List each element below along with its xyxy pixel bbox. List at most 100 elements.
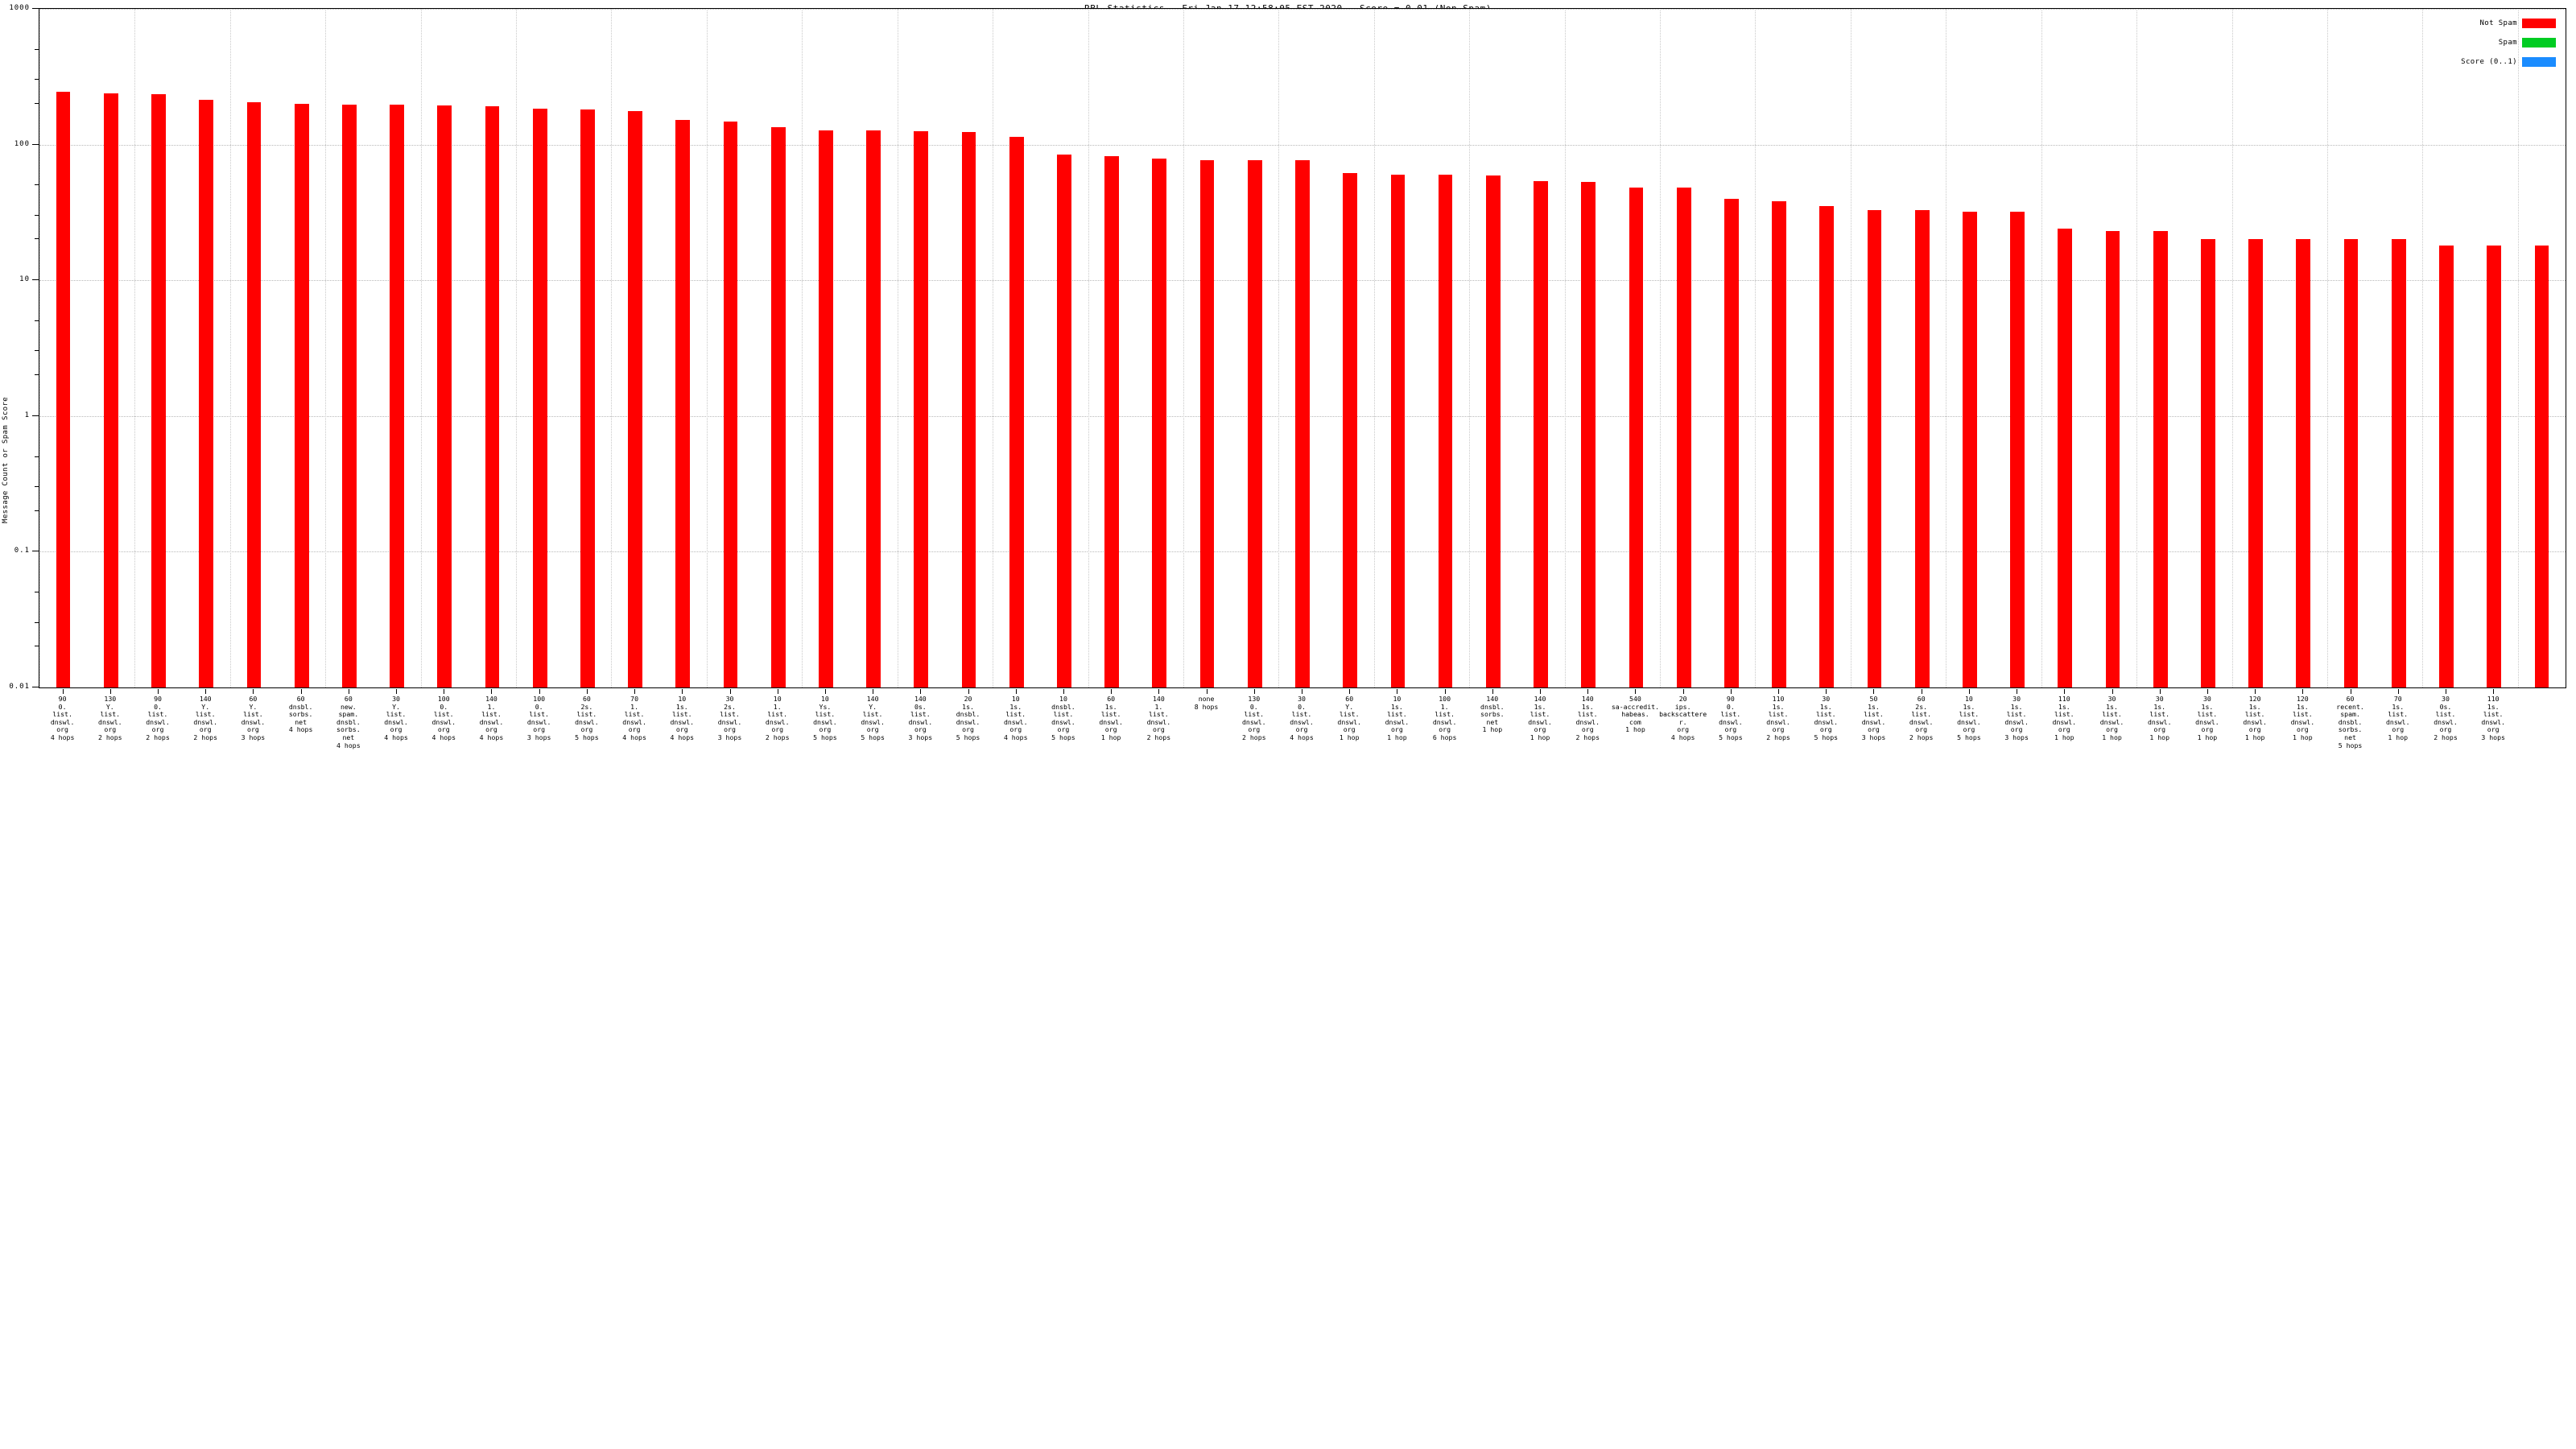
bar [2105,231,2120,687]
x-tick [539,689,540,694]
grid-line-v [1373,9,1375,687]
bar [199,99,214,687]
bar [2201,239,2215,687]
grid-line-h [39,687,2566,688]
x-tick-label: 10 1s. list. dnswl. org 1 hop [1385,695,1410,741]
x-tick-label: 50 1s. list. dnswl. org 3 hops [1861,695,1886,741]
bar [246,102,262,687]
bar [628,111,642,687]
bar [2439,246,2454,687]
legend-swatch-not-spam [2522,19,2556,28]
legend-item-spam: Spam [2499,38,2556,47]
x-tick-label: 70 1. list. dnswl. org 4 hops [622,695,646,741]
x-tick [1778,689,1780,694]
grid-line-v [2517,9,2519,687]
bar [2153,231,2168,687]
x-tick-label: 60 new. spam. dnsbl. sorbs. net 4 hops [336,695,361,749]
x-tick [1444,689,1446,694]
x-tick [729,689,731,694]
x-tick-label: 10 1s. list. dnswl. org 5 hops [1957,695,1981,741]
x-tick [396,689,398,694]
x-tick-label: 120 1s. list. dnswl. org 1 hop [2243,695,2267,741]
y-axis-label: Message Count or Spam Score [2,396,10,523]
bar-series [39,9,2566,687]
bar [1772,201,1786,687]
grid-line-v [1564,9,1566,687]
bar [1629,188,1644,687]
x-tick [1826,689,1827,694]
x-tick-label: 20 ips. backscatterer. org 4 hops [1659,695,1707,741]
x-tick [300,689,302,694]
x-tick [634,689,636,694]
x-tick-label: 140 1s. list. dnswl. org 2 hops [1575,695,1600,741]
x-tick-label: 70 1s. list. dnswl. org 1 hop [2385,695,2410,741]
bar [341,104,357,687]
bar [1819,206,1835,687]
x-tick [824,689,826,694]
x-tick [1587,689,1589,694]
grid-line-v [39,9,40,687]
grid-line-v [1755,9,1757,687]
grid-line-v [134,9,136,687]
x-tick-label: 120 1s. list. dnswl. org 1 hop [2290,695,2315,741]
grid-line-v [1183,9,1184,687]
x-tick-label: 110 1s. list. dnswl. org 2 hops [1766,695,1790,741]
bar [2296,239,2311,687]
bar [819,130,833,687]
x-tick-label: 60 Y. list. dnswl. org 1 hop [1337,695,1361,741]
bar [1534,180,1548,687]
x-tick-label: 10 1s. list. dnswl. org 4 hops [670,695,695,741]
x-tick [1253,689,1255,694]
x-tick-label: 30 Y. list. dnswl. org 4 hops [384,695,408,741]
x-tick-label: 60 2s. list. dnswl. org 2 hops [1909,695,1934,741]
bar [1581,182,1596,687]
bar [2391,239,2406,687]
bar [532,108,547,687]
x-tick [586,689,588,694]
x-tick-label: 540 sa-accredit. habeas. com 1 hop [1611,695,1660,734]
x-tick-label: 30 1s. list. dnswl. org 1 hop [2195,695,2219,741]
bar [103,93,118,687]
bar [1867,209,1882,687]
grid-line-v [611,9,613,687]
x-tick [2493,689,2495,694]
bar [1438,175,1453,687]
x-tick-label: 60 2s. list. dnswl. org 5 hops [575,695,599,741]
x-tick-label: 140 1. list. dnswl. org 2 hops [1146,695,1171,741]
grid-line-v [802,9,803,687]
x-tick [1111,689,1113,694]
bar [866,130,881,687]
y-axis: 1000 100 10 1 0.1 0.01 Message Count or Spam … [0,4,39,691]
x-tick-labels: 90 0. list. dnswl. org 4 hops 130 Y. list. dnswl.… [39,695,2566,1444]
x-tick [158,689,159,694]
grid-line-v [229,9,231,687]
x-tick-label: 90 0. list. dnswl. org 4 hops [50,695,75,741]
legend-item-not-spam: Not Spam [2479,19,2556,28]
bar [1676,188,1691,687]
x-tick [2207,689,2208,694]
x-tick-label: 140 0s. list. dnswl. org 3 hops [908,695,933,741]
x-tick-label: 10 1. list. dnswl. org 2 hops [765,695,790,741]
x-tick-label: 60 1s. list. dnswl. org 1 hop [1099,695,1123,741]
x-tick-label: 20 1s. dnsbl. dnswl. org 5 hops [956,695,980,741]
x-tick [1349,689,1351,694]
x-tick [62,689,64,694]
x-tick-label: 140 1. list. dnswl. org 4 hops [479,695,504,741]
x-tick [1063,689,1064,694]
x-tick [682,689,683,694]
x-tick-label: 100 0. list. dnswl. org 3 hops [526,695,551,741]
bar [1295,159,1310,687]
x-tick [1540,689,1542,694]
bar [914,130,929,687]
grid-line-v [2422,9,2424,687]
legend-label-spam: Spam [2498,39,2517,47]
bar [1057,154,1071,687]
bar [294,103,309,687]
bar [1914,209,1930,687]
grid-line-v [1469,9,1471,687]
x-tick [1158,689,1160,694]
x-tick-label: 30 1s. list. dnswl. org 1 hop [2147,695,2172,741]
x-tick [920,689,922,694]
bar [151,94,166,687]
